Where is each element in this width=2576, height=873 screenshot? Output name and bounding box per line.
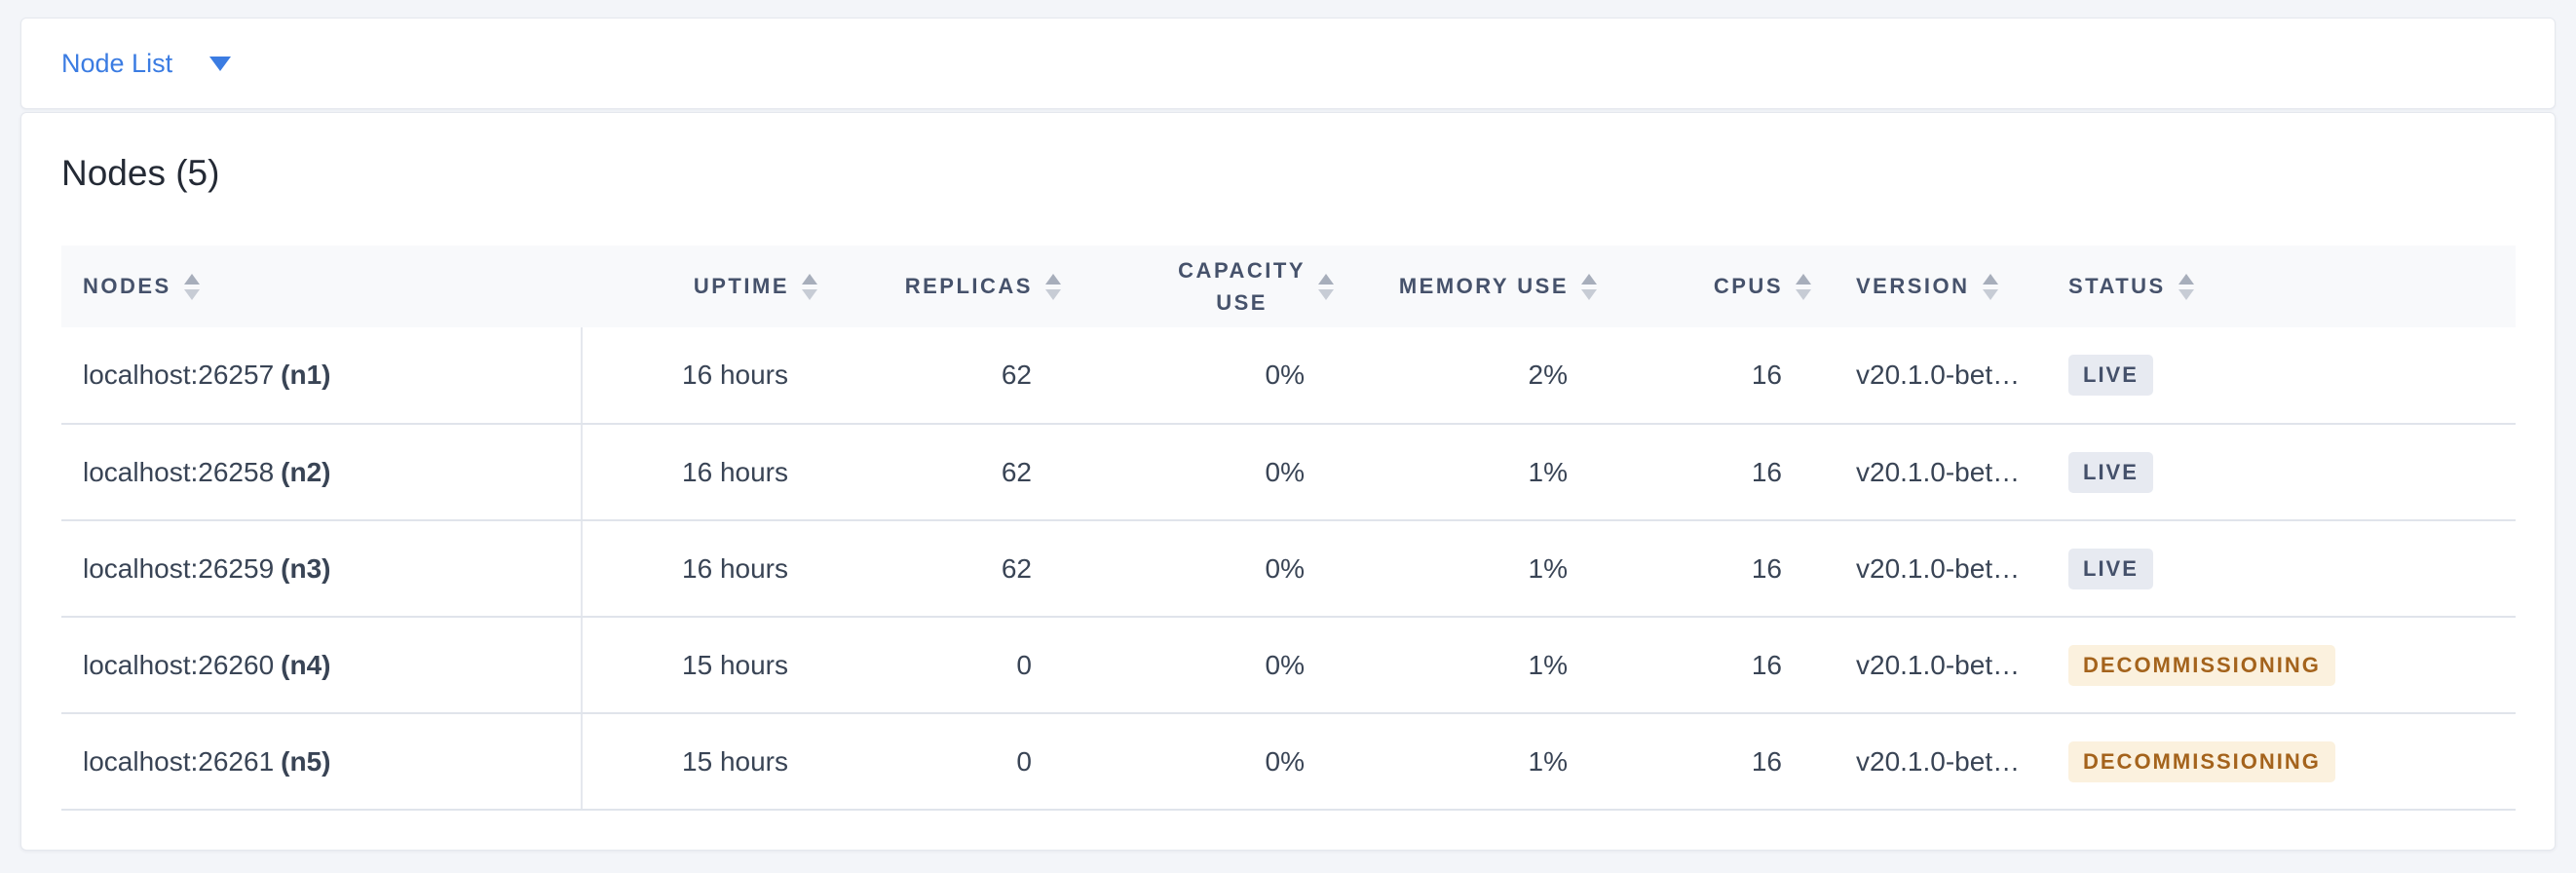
table-header-row: NODES UPTIME REPLICAS (61, 246, 2516, 327)
cpus-cell: 16 (1616, 424, 1831, 521)
node-id: (n4) (281, 649, 331, 680)
table-row-n5: localhost:26261 (n5) 15 hours 0 0% 1% 16 … (61, 713, 2516, 811)
node-address-cell: localhost:26257 (n1) (61, 327, 583, 425)
node-id: (n5) (281, 745, 331, 777)
replicas-cell: 0 (837, 713, 1080, 811)
status-cell: LIVE (2055, 424, 2516, 521)
status-badge: LIVE (2068, 355, 2153, 396)
uptime-cell: 16 hours (582, 424, 837, 521)
uptime-cell: 16 hours (582, 520, 837, 618)
table-row-n3: localhost:26259 (n3) 16 hours 62 0% 1% 16… (61, 520, 2516, 618)
view-selector-bar: Node List (20, 18, 2556, 109)
column-header-version[interactable]: VERSION (1831, 246, 2055, 327)
status-cell: DECOMMISSIONING (2055, 617, 2516, 714)
cpus-cell: 16 (1616, 617, 1831, 714)
column-header-memory-use[interactable]: MEMORY USE (1353, 246, 1616, 327)
node-id: (n1) (281, 360, 331, 390)
memory-use-cell: 2% (1353, 327, 1616, 425)
table-row-n2: localhost:26258 (n2) 16 hours 62 0% 1% 16… (61, 424, 2516, 521)
replicas-cell: 62 (837, 327, 1080, 425)
column-header-capacity-use[interactable]: CAPACITY USE (1080, 246, 1353, 327)
column-header-cpus[interactable]: CPUS (1616, 246, 1831, 327)
sort-icon (1318, 273, 1334, 300)
node-address-cell: localhost:26260 (n4) (61, 617, 583, 714)
version-cell: v20.1.0-bet… (1831, 424, 2055, 521)
version-cell: v20.1.0-bet… (1831, 713, 2055, 811)
table-row-n1: localhost:26257 (n1) 16 hours 62 0% 2% 16… (61, 327, 2516, 425)
node-list-dropdown[interactable]: Node List (61, 48, 232, 79)
uptime-cell: 15 hours (582, 617, 837, 714)
memory-use-cell: 1% (1353, 520, 1616, 618)
version-cell: v20.1.0-bet… (1831, 327, 2055, 425)
version-cell: v20.1.0-bet… (1831, 520, 2055, 618)
sort-icon (183, 273, 200, 300)
sort-icon (1581, 273, 1597, 300)
cpus-cell: 16 (1616, 520, 1831, 618)
sort-icon (802, 273, 817, 300)
status-cell: LIVE (2055, 520, 2516, 618)
status-badge: LIVE (2068, 548, 2153, 589)
uptime-cell: 15 hours (582, 713, 837, 811)
cpus-cell: 16 (1616, 327, 1831, 425)
capacity-use-cell: 0% (1080, 520, 1353, 618)
status-badge: LIVE (2068, 451, 2153, 493)
capacity-use-cell: 0% (1080, 713, 1353, 811)
capacity-use-cell: 0% (1080, 327, 1353, 425)
node-id: (n2) (281, 456, 331, 487)
caret-down-icon (209, 56, 232, 71)
sort-icon (1045, 273, 1061, 300)
node-id: (n3) (281, 552, 331, 584)
uptime-cell: 16 hours (582, 327, 837, 425)
node-address-cell: localhost:26258 (n2) (61, 424, 583, 521)
capacity-use-cell: 0% (1080, 424, 1353, 521)
version-cell: v20.1.0-bet… (1831, 617, 2055, 714)
replicas-cell: 0 (837, 617, 1080, 714)
status-cell: DECOMMISSIONING (2055, 713, 2516, 811)
column-header-uptime[interactable]: UPTIME (582, 246, 837, 327)
column-header-status[interactable]: STATUS (2055, 246, 2516, 327)
capacity-use-cell: 0% (1080, 617, 1353, 714)
status-cell: LIVE (2055, 327, 2516, 425)
memory-use-cell: 1% (1353, 713, 1616, 811)
nodes-count-title: Nodes (5) (61, 153, 220, 193)
cpus-cell: 16 (1616, 713, 1831, 811)
status-badge: DECOMMISSIONING (2068, 644, 2335, 686)
replicas-cell: 62 (837, 424, 1080, 521)
status-badge: DECOMMISSIONING (2068, 740, 2335, 782)
memory-use-cell: 1% (1353, 424, 1616, 521)
nodes-card: Nodes (5) NODES UPTIME (20, 112, 2556, 851)
node-address-cell: localhost:26261 (n5) (61, 713, 583, 811)
sort-icon (2178, 273, 2194, 300)
column-header-replicas[interactable]: REPLICAS (837, 246, 1080, 327)
sort-icon (1796, 273, 1811, 300)
sort-icon (1982, 273, 1998, 300)
replicas-cell: 62 (837, 520, 1080, 618)
node-address-cell: localhost:26259 (n3) (61, 520, 583, 618)
column-header-nodes[interactable]: NODES (61, 246, 582, 327)
node-list-dropdown-label: Node List (61, 48, 173, 78)
memory-use-cell: 1% (1353, 617, 1616, 714)
table-row-n4: localhost:26260 (n4) 15 hours 0 0% 1% 16 … (61, 617, 2516, 714)
nodes-table: NODES UPTIME REPLICAS (61, 246, 2516, 811)
